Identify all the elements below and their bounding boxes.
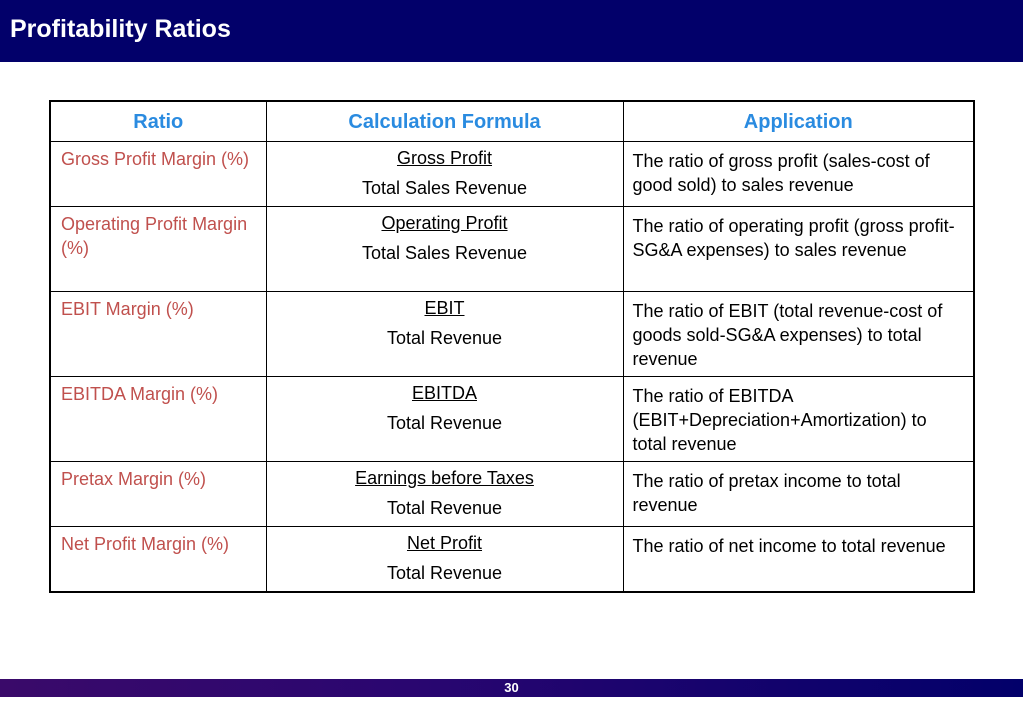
profitability-ratios-table: Ratio Calculation Formula Application Gr… [49,100,975,593]
formula-cell: EBIT Total Revenue [265,291,624,377]
table-row: Pretax Margin (%) Earnings before Taxes … [49,461,975,527]
formula-numerator: EBITDA [411,383,477,403]
application-text: The ratio of EBIT (total revenue-cost of… [622,291,975,377]
application-text: The ratio of net income to total revenue [622,526,975,592]
formula-cell: Earnings before Taxes Total Revenue [265,461,624,527]
header-application: Application [622,100,975,142]
ratio-name: Gross Profit Margin (%) [49,141,267,207]
ratio-name: Operating Profit Margin (%) [49,206,267,292]
formula-denominator: Total Revenue [386,563,503,583]
formula-cell: EBITDA Total Revenue [265,376,624,462]
title-bar: Profitability Ratios [0,0,1023,62]
application-text: The ratio of operating profit (gross pro… [622,206,975,292]
slide-title: Profitability Ratios [10,15,231,43]
table-row: Operating Profit Margin (%) Operating Pr… [49,206,975,292]
formula-numerator: Net Profit [406,533,483,553]
application-text: The ratio of pretax income to total reve… [622,461,975,527]
table-row: Net Profit Margin (%) Net Profit Total R… [49,526,975,592]
page-number: 30 [504,680,519,695]
formula-denominator: Total Sales Revenue [361,178,528,198]
formula-numerator: Gross Profit [396,148,493,168]
table-row: EBITDA Margin (%) EBITDA Total Revenue T… [49,376,975,462]
formula-numerator: Operating Profit [381,213,508,233]
formula-cell: Gross Profit Total Sales Revenue [265,141,624,207]
application-text: The ratio of EBITDA (EBIT+Depreciation+A… [622,376,975,462]
ratio-name: Net Profit Margin (%) [49,526,267,592]
formula-denominator: Total Revenue [386,328,503,348]
table-header-row: Ratio Calculation Formula Application [49,100,975,142]
ratio-name: Pretax Margin (%) [49,461,267,527]
formula-denominator: Total Revenue [386,498,503,518]
application-text: The ratio of gross profit (sales-cost of… [622,141,975,207]
formula-cell: Operating Profit Total Sales Revenue [265,206,624,292]
formula-denominator: Total Revenue [386,413,503,433]
ratio-name: EBITDA Margin (%) [49,376,267,462]
ratio-name: EBIT Margin (%) [49,291,267,377]
table-row: Gross Profit Margin (%) Gross Profit Tot… [49,141,975,207]
footer-bar: 30 [0,679,1023,697]
formula-numerator: EBIT [424,298,465,318]
formula-cell: Net Profit Total Revenue [265,526,624,592]
table-row: EBIT Margin (%) EBIT Total Revenue The r… [49,291,975,377]
header-ratio: Ratio [49,100,267,142]
formula-numerator: Earnings before Taxes [355,468,534,488]
formula-denominator: Total Sales Revenue [361,243,528,263]
header-calculation-formula: Calculation Formula [265,100,624,142]
